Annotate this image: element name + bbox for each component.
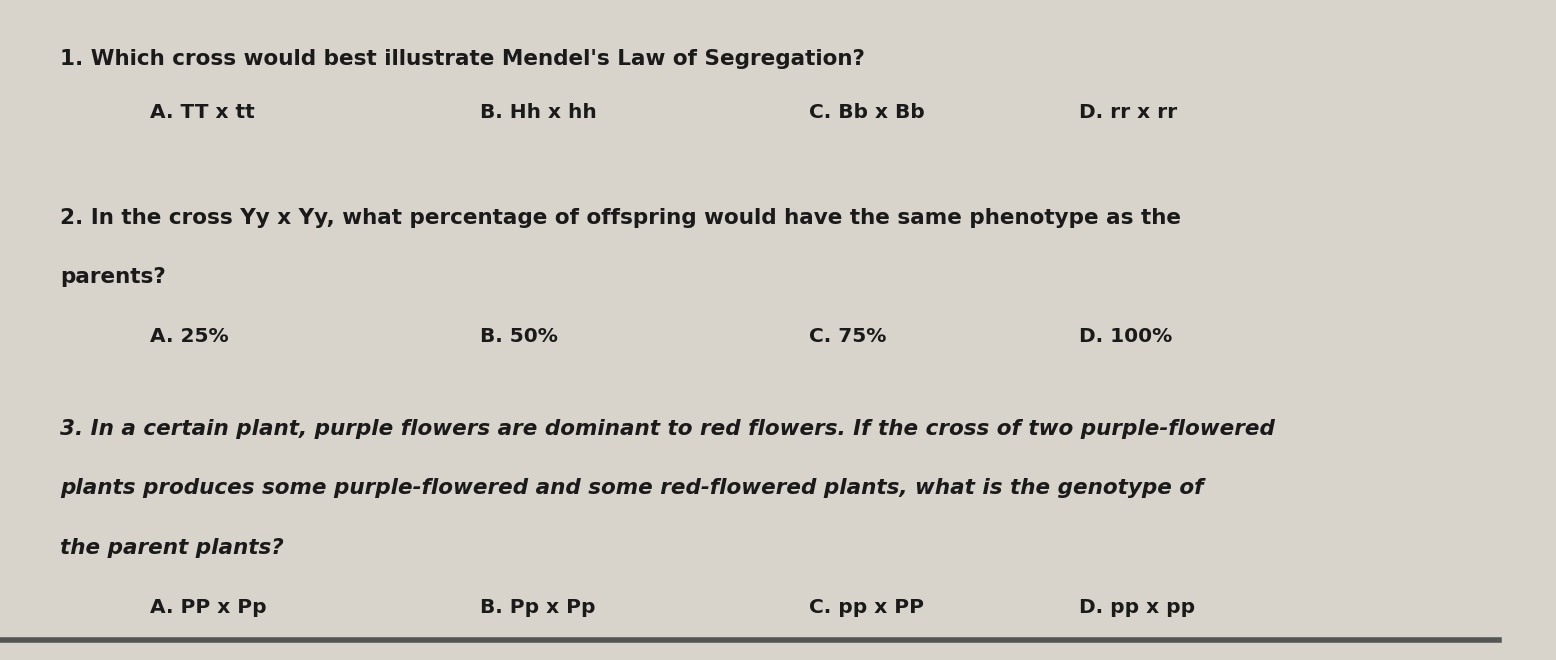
Text: 3. In a certain plant, purple flowers are dominant to red flowers. If the cross : 3. In a certain plant, purple flowers ar… [61,419,1274,439]
Text: C. Bb x Bb: C. Bb x Bb [809,103,926,121]
Text: B. Pp x Pp: B. Pp x Pp [479,598,594,616]
Text: C. pp x PP: C. pp x PP [809,598,924,616]
Text: 2. In the cross Yy x Yy, what percentage of offspring would have the same phenot: 2. In the cross Yy x Yy, what percentage… [61,208,1181,228]
Text: 1. Which cross would best illustrate Mendel's Law of Segregation?: 1. Which cross would best illustrate Men… [61,50,865,69]
Text: A. PP x Pp: A. PP x Pp [149,598,266,616]
Text: B. Hh x hh: B. Hh x hh [479,103,596,121]
Text: D. 100%: D. 100% [1080,327,1172,346]
Text: plants produces some purple-flowered and some red-flowered plants, what is the g: plants produces some purple-flowered and… [61,478,1203,498]
Text: the parent plants?: the parent plants? [61,538,283,558]
Text: D. rr x rr: D. rr x rr [1080,103,1178,121]
Text: B. 50%: B. 50% [479,327,557,346]
Text: A. TT x tt: A. TT x tt [149,103,255,121]
Text: C. 75%: C. 75% [809,327,887,346]
Text: D. pp x pp: D. pp x pp [1080,598,1195,616]
Text: parents?: parents? [61,267,165,287]
Text: A. 25%: A. 25% [149,327,229,346]
